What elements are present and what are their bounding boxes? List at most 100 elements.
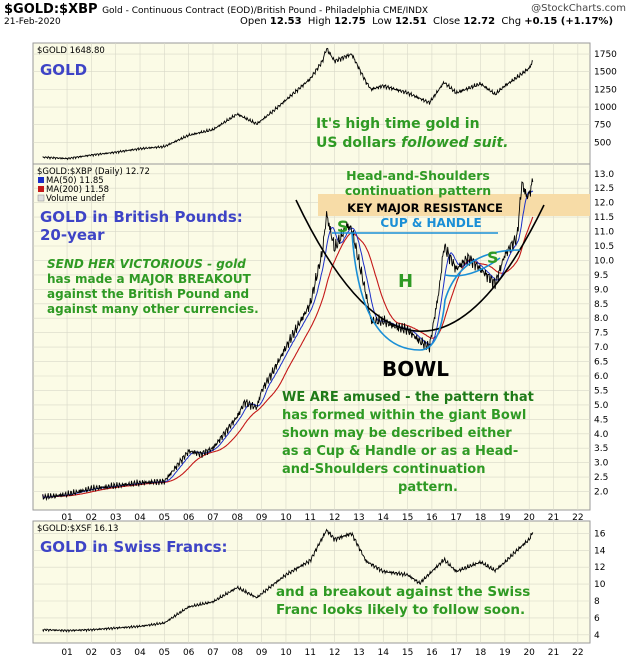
bowl-label: BOWL [382, 357, 449, 381]
bowl-curve [295, 199, 545, 333]
comment-line-6: pattern. [398, 480, 458, 495]
shoulder-left-label: S [337, 217, 349, 236]
y-tick-1-12: 12.0 [594, 199, 614, 209]
y-tick-1-13: 13.0 [594, 170, 614, 180]
y-tick-1-11: 11.0 [594, 228, 614, 238]
x-tick-11-0: 11 [305, 513, 316, 523]
x-tick-20-1: 20 [523, 648, 535, 658]
note-gold-usd-2: US dollars followed suit. [316, 135, 508, 151]
y-tick-1-2.5: 2.5 [594, 473, 608, 483]
x-tick-06-1: 06 [183, 648, 195, 658]
x-tick-08-1: 08 [232, 648, 244, 658]
y-tick-2-10: 10 [594, 580, 606, 590]
series-layer [42, 47, 534, 633]
y-tick-2-16: 16 [594, 529, 606, 539]
x-tick-05-1: 05 [159, 648, 170, 658]
x-tick-03-1: 03 [110, 648, 121, 658]
y-tick-1-6: 6.0 [594, 372, 609, 382]
title-gold: GOLD [40, 61, 87, 79]
note-gbp-line-3: against the British Pound and [47, 287, 249, 301]
panel-gold-chf [32, 520, 591, 644]
y-tick-1-2: 2.0 [594, 488, 609, 498]
ma50-swatch [38, 177, 44, 183]
chart-header-title: $GOLD:$XBP Gold - Continuous Contract (E… [4, 2, 428, 17]
y-tick-0-1500: 1500 [594, 68, 617, 78]
y-tick-2-14: 14 [594, 546, 606, 556]
legend-ma50: MA(50) 11.85 [46, 176, 104, 186]
y-tick-1-5: 5.0 [594, 401, 609, 411]
x-tick-01-0: 01 [61, 513, 72, 523]
series-line-$GOLD [42, 47, 534, 161]
y-tick-1-3.5: 3.5 [594, 444, 608, 454]
x-tick-01-1: 01 [61, 648, 72, 658]
description: Gold - Continuous Contract (EOD)/British… [102, 6, 429, 16]
y-tick-1-4: 4.0 [594, 430, 609, 440]
x-tick-05-0: 05 [159, 513, 170, 523]
resistance-band [318, 194, 590, 216]
x-tick-18-0: 18 [475, 513, 487, 523]
x-tick-04-1: 04 [134, 648, 146, 658]
panel-gold-gbp [32, 163, 591, 511]
x-tick-07-1: 07 [207, 648, 218, 658]
x-tick-12-1: 12 [329, 648, 340, 658]
x-tick-22-1: 22 [572, 648, 583, 658]
y-tick-2-12: 12 [594, 563, 605, 573]
handle-curve [444, 257, 501, 277]
legend-ma200: MA(200) 11.58 [46, 185, 109, 195]
x-tick-13-0: 13 [353, 513, 364, 523]
series-line-$GOLD:$XSF [42, 528, 534, 633]
x-tick-07-0: 07 [207, 513, 218, 523]
title-gbp-2: 20-year [40, 226, 105, 244]
y-tick-1-8: 8.0 [594, 314, 609, 324]
hs-label-1: Head-and-Shoulders [346, 168, 490, 183]
x-tick-17-1: 17 [450, 648, 461, 658]
x-tick-19-0: 19 [499, 513, 511, 523]
x-tick-04-0: 04 [134, 513, 146, 523]
ma200-swatch [38, 186, 44, 192]
panel-gold-usd [32, 42, 591, 165]
y-tick-1-10: 10.0 [594, 256, 614, 266]
y-tick-1-7.5: 7.5 [594, 329, 608, 339]
x-tick-12-0: 12 [329, 513, 340, 523]
y-tick-1-11.5: 11.5 [594, 213, 614, 223]
y-tick-1-6.5: 6.5 [594, 358, 608, 368]
x-tick-21-0: 21 [548, 513, 559, 523]
comment-line-2: has formed within the giant Bowl [282, 408, 526, 423]
y-tick-2-4: 4 [594, 631, 600, 641]
x-tick-10-1: 10 [280, 648, 292, 658]
x-tick-20-0: 20 [523, 513, 535, 523]
legend-gold: $GOLD 1648.80 [37, 46, 105, 56]
title-chf: GOLD in Swiss Francs: [40, 538, 228, 556]
x-tick-03-0: 03 [110, 513, 121, 523]
x-tick-18-1: 18 [475, 648, 487, 658]
y-tick-0-1750: 1750 [594, 50, 617, 60]
y-tick-1-4.5: 4.5 [594, 415, 608, 425]
x-axis-layer: 01 01 02 02 03 03 04 04 05 05 06 06 07 07 08 08 09 09 10 10… [61, 513, 583, 658]
resistance-label: KEY MAJOR RESISTANCE [347, 201, 503, 215]
x-tick-16-0: 16 [426, 513, 438, 523]
x-tick-09-1: 09 [256, 648, 268, 658]
cup-curve [351, 232, 521, 351]
note-chf-1: and a breakout against the Swiss [276, 584, 530, 600]
x-tick-08-0: 08 [232, 513, 244, 523]
x-tick-19-1: 19 [499, 648, 511, 658]
shoulder-right-label: S [487, 248, 499, 267]
head-label: H [398, 271, 413, 292]
x-tick-06-0: 06 [183, 513, 195, 523]
symbol: $GOLD:$XBP [4, 2, 98, 17]
legend-gold-chf: $GOLD:$XSF 16.13 [37, 524, 118, 534]
comment-line-4: as a Cup & Handle or as a Head- [282, 444, 518, 459]
x-tick-09-0: 09 [256, 513, 268, 523]
y-tick-2-6: 6 [594, 614, 600, 624]
y-tick-0-1000: 1000 [594, 103, 617, 113]
y-tick-1-3: 3.0 [594, 459, 609, 469]
x-tick-14-0: 14 [378, 513, 390, 523]
volume-swatch [37, 194, 45, 202]
ohlc-readout: Open 12.53 High 12.75 Low 12.51 Close 12… [240, 16, 614, 27]
note-gbp-line-4: against many other currencies. [47, 302, 259, 316]
legend-volume: Volume undef [46, 194, 106, 204]
x-tick-15-1: 15 [402, 648, 413, 658]
note-chf-2: Franc looks likely to follow soon. [276, 602, 525, 618]
comment-line-3: shown may be described either [282, 426, 512, 441]
